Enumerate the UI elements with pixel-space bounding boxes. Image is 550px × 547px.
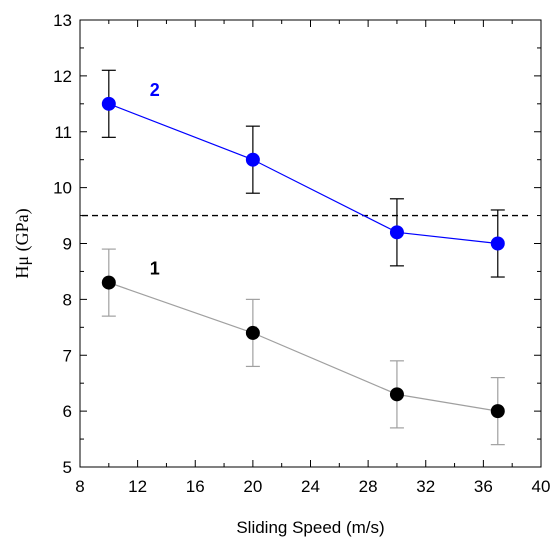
y-tick-label: 12 — [53, 67, 72, 86]
y-tick-label: 5 — [63, 458, 72, 477]
series-label: 2 — [150, 80, 160, 100]
x-tick-label: 28 — [359, 477, 378, 496]
series-2: 2 — [101, 69, 505, 278]
x-axis: 8 12 16 20 24 28 32 36 40 — [75, 20, 550, 496]
x-tick-label: 32 — [416, 477, 435, 496]
x-tick-label: 16 — [186, 477, 205, 496]
data-point — [245, 152, 260, 167]
y-tick-label: 13 — [53, 11, 72, 30]
data-point — [389, 387, 404, 402]
data-point — [490, 404, 505, 419]
y-tick-label: 9 — [63, 235, 72, 254]
y-axis-title: Hμ (GPa) — [12, 208, 33, 278]
x-tick-label: 12 — [128, 477, 147, 496]
series-label: 1 — [150, 259, 160, 279]
data-point — [245, 325, 260, 340]
y-tick-label: 8 — [63, 290, 72, 309]
series-layer: 21 — [101, 69, 505, 446]
x-tick-label: 20 — [243, 477, 262, 496]
y-tick-label: 10 — [53, 179, 72, 198]
data-point — [101, 275, 116, 290]
x-axis-title: Sliding Speed (m/s) — [236, 518, 384, 537]
x-tick-label: 40 — [532, 477, 550, 496]
data-point — [101, 96, 116, 111]
y-tick-label: 7 — [63, 346, 72, 365]
data-point — [389, 225, 404, 240]
series-1: 1 — [101, 248, 505, 446]
series-line — [108, 103, 498, 245]
x-tick-label: 24 — [301, 477, 320, 496]
y-tick-label: 11 — [54, 123, 72, 142]
x-tick-label: 36 — [474, 477, 493, 496]
series-line — [108, 282, 498, 412]
y-tick-label: 6 — [63, 402, 72, 421]
x-tick-label: 8 — [75, 477, 84, 496]
data-point — [490, 236, 505, 251]
